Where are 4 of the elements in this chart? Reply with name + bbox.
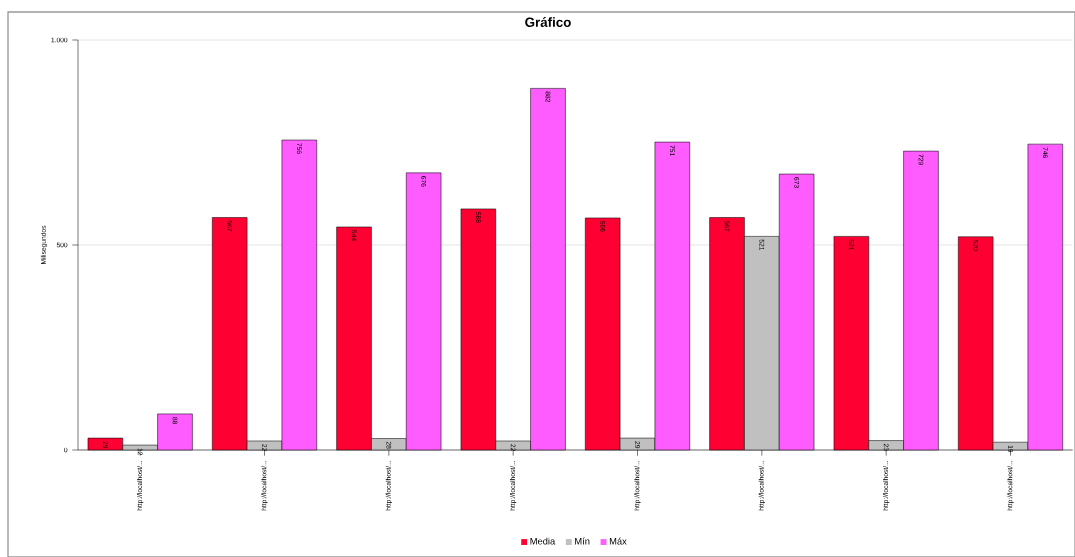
legend-label: Mín <box>575 537 590 545</box>
legend-label: Máx <box>609 537 627 545</box>
chart-title: Gráfico <box>525 17 571 27</box>
legend-label: Media <box>530 537 556 545</box>
